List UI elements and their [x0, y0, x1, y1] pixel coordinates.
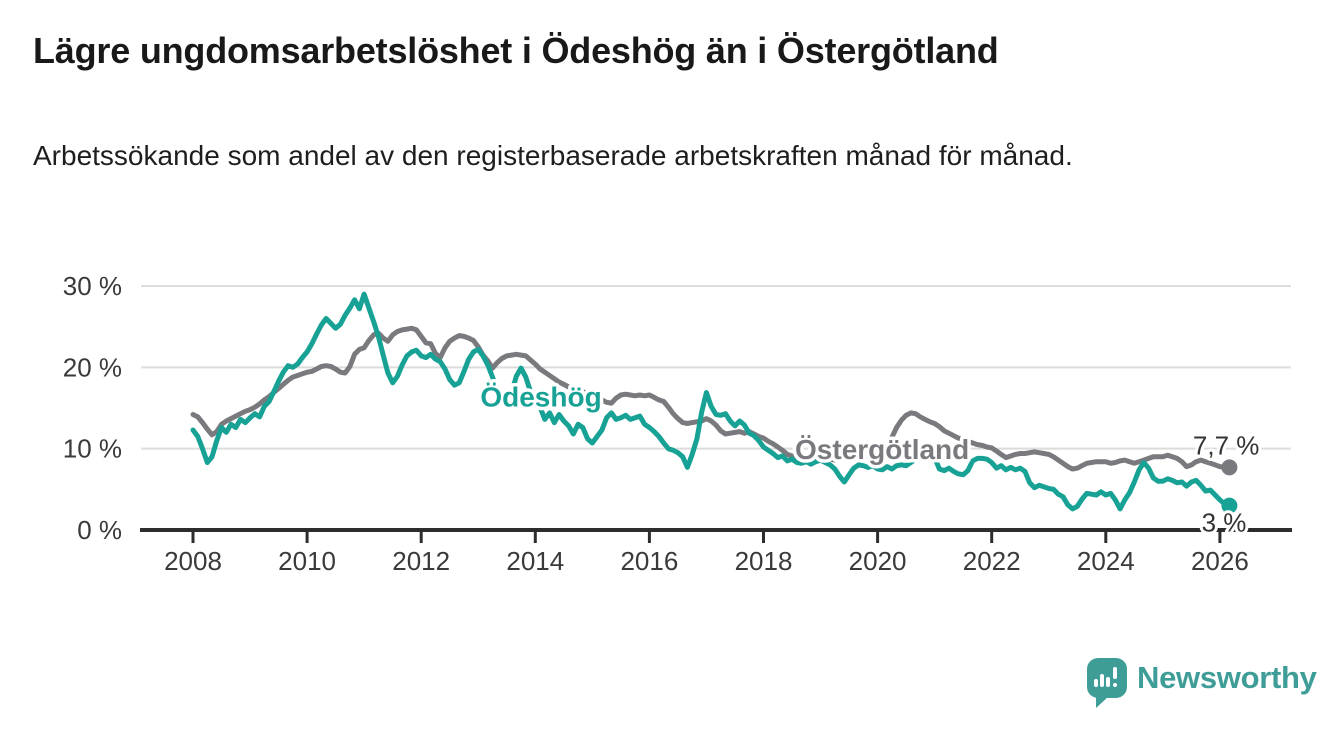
x-axis-label: 2022: [963, 546, 1021, 576]
x-axis-label: 2010: [278, 546, 336, 576]
logo-exclamation-dot-icon: [1113, 683, 1117, 687]
end-value-label-odeshog: 3 %: [1202, 508, 1247, 538]
x-axis-label: 2024: [1077, 546, 1135, 576]
logo-bar-icon-2: [1100, 674, 1104, 687]
y-axis-label: 10 %: [63, 434, 122, 464]
endpoint-dot-ostergotland: [1221, 459, 1238, 476]
x-axis-label: 2026: [1191, 546, 1249, 576]
y-axis-label: 0 %: [77, 515, 122, 545]
newsworthy-logo-icon: [1087, 658, 1127, 708]
x-axis-label: 2020: [849, 546, 907, 576]
logo-exclamation-line-icon: [1113, 667, 1117, 679]
series-label-odeshog: Ödeshög: [480, 382, 601, 413]
chart-title: Lägre ungdomsarbetslöshet i Ödeshög än i…: [33, 30, 999, 71]
chart-subtitle: Arbetssökande som andel av den registerb…: [33, 140, 1073, 171]
endpoint-dot-odeshog: [1221, 497, 1238, 514]
series-line-ostergotland: [190, 325, 1232, 472]
series-line-odeshog: [190, 291, 1232, 512]
x-axis-label: 2008: [164, 546, 222, 576]
x-axis-label: 2016: [620, 546, 678, 576]
series-label-ostergotland: Östergötland: [795, 434, 969, 465]
x-axis-label: 2012: [392, 546, 450, 576]
speech-bubble-tail-icon: [1096, 697, 1108, 708]
newsworthy-logo: Newsworthy: [1087, 658, 1317, 708]
y-axis-label: 20 %: [63, 352, 122, 382]
logo-bar-icon-3: [1106, 677, 1110, 687]
end-value-label-ostergotland: 7,7 %: [1193, 430, 1260, 460]
x-axis-label: 2018: [735, 546, 793, 576]
logo-bar-icon-1: [1094, 679, 1098, 687]
x-axis-label: 2014: [506, 546, 564, 576]
y-axis-label: 30 %: [63, 271, 122, 301]
newsworthy-wordmark: Newsworthy: [1137, 660, 1317, 695]
